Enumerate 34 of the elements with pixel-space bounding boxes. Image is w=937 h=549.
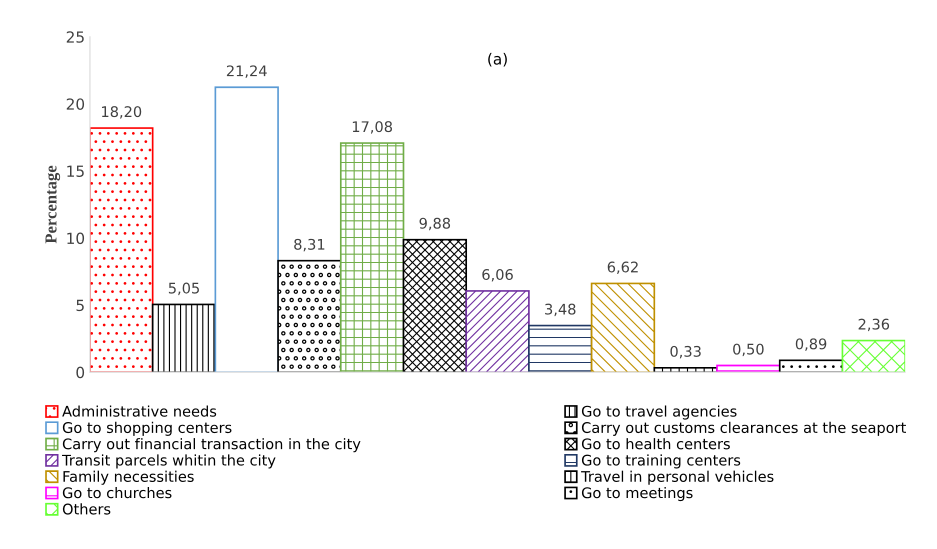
data-label: 8,31 [294, 238, 324, 252]
y-tick-label: 10 [67, 232, 84, 244]
legend-label: Others [62, 503, 110, 515]
data-label: 5,05 [168, 282, 199, 296]
text: (a) [488, 52, 507, 66]
y-axis-title: Percentage [46, 166, 60, 244]
legend-label: Go to travel agencies [582, 405, 737, 420]
data-label: 0,33 [670, 346, 701, 358]
data-label: 21,24 [226, 65, 267, 78]
legend-label: Family necessities [63, 470, 194, 485]
legend-label: Carry out financial transaction in the city [62, 438, 360, 452]
data-label: 6,62 [608, 261, 638, 274]
y-tick-label: 0 [76, 366, 84, 378]
legend-label: Travel in personal vehicles [581, 470, 774, 485]
data-label: 18,20 [102, 106, 142, 119]
legend-label: Go to shopping centers [62, 422, 232, 436]
data-label: 0,89 [796, 338, 826, 351]
data-label: 0,50 [733, 344, 764, 356]
y-tick-label: 25 [66, 31, 84, 43]
data-label: 3,48 [545, 304, 576, 316]
legend-label: Carry out customs clearances at the seaport [582, 422, 906, 436]
legend-label: Transit parcels whitin the city [62, 454, 276, 468]
data-label: 6,06 [482, 269, 513, 282]
y-tick-label: 15 [67, 166, 84, 177]
data-label: 2,36 [858, 318, 890, 332]
legend-label: Go to health centers [582, 438, 730, 450]
y-tick-label: 5 [76, 300, 84, 312]
legend-label: Administrative needs [62, 405, 216, 417]
legend-label: Go to meetings [582, 486, 693, 502]
legend-label: Go to churches [62, 486, 172, 498]
data-label: 9,88 [420, 218, 450, 230]
y-tick-label: 20 [66, 98, 84, 110]
legend-label: Go to training centers [582, 454, 740, 468]
data-label: 17,08 [352, 121, 392, 134]
